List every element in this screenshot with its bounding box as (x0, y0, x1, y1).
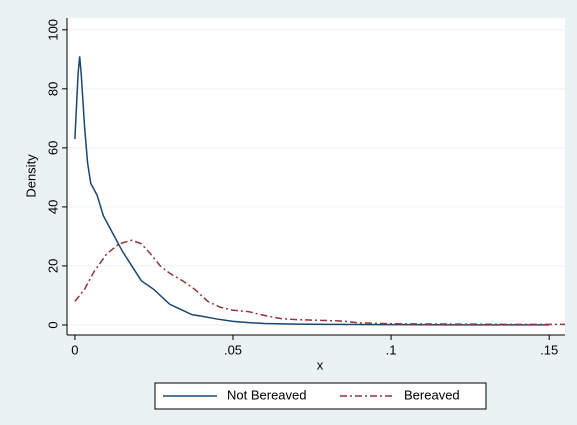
data-line (74, 239, 565, 326)
x-axis-title: x (317, 357, 324, 372)
x-tick-label: .05 (224, 342, 242, 357)
y-tick-label: 60 (45, 141, 60, 155)
x-tick-label: 0 (71, 342, 78, 357)
legend-label: Bereaved (404, 387, 460, 402)
y-tick-label: 80 (45, 82, 60, 96)
legend-label: Not Bereaved (227, 387, 307, 402)
y-tick-label: 20 (45, 259, 60, 273)
y-tick-label: 40 (45, 200, 60, 214)
plot-area (67, 18, 565, 335)
y-axis-title: Density (23, 154, 38, 198)
data-line (74, 56, 550, 326)
y-tick-label: 100 (45, 19, 60, 41)
x-tick-label: .1 (386, 342, 397, 357)
y-tick-label: 0 (45, 321, 60, 328)
x-tick-label: .15 (540, 342, 558, 357)
